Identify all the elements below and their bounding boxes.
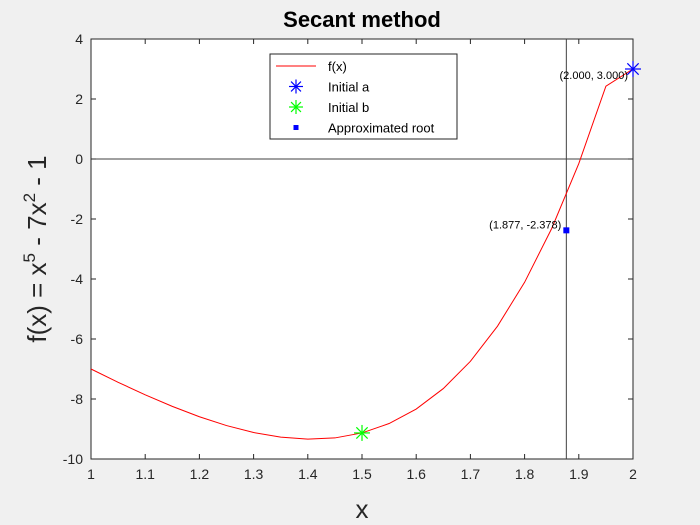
x-tick-label: 1.4 (298, 466, 318, 482)
marker-1 (625, 61, 641, 77)
y-tick-label: 2 (75, 91, 83, 107)
legend-swatch-asterisk (289, 100, 303, 114)
y-tick-label: -8 (71, 391, 84, 407)
x-tick-label: 1.6 (406, 466, 426, 482)
x-tick-label: 1.3 (244, 466, 264, 482)
y-label-prefix: f(x) = x (22, 262, 52, 342)
y-tick-label: 4 (75, 31, 83, 47)
asterisk-stroke (290, 101, 302, 113)
legend-label: f(x) (328, 59, 347, 74)
y-label-middle: - 7x (22, 202, 52, 253)
y-tick-label: -6 (71, 331, 84, 347)
y-tick-label: -10 (63, 451, 83, 467)
legend-swatch-square (293, 125, 299, 130)
marker-3 (563, 227, 570, 234)
series-markers (354, 61, 641, 441)
chart-title: Secant method (283, 7, 441, 32)
y-axis-label: f(x) = x5 - 7x2 - 1 (20, 155, 52, 342)
x-tick-label: 1.8 (515, 466, 535, 482)
y-axis: -10 -8 -6 -4 -2 0 2 4 (63, 31, 633, 467)
x-tick-label: 1.2 (190, 466, 210, 482)
y-tick-label: -2 (71, 211, 84, 227)
point-annotations: (2.000, 3.000) (1.877, -2.378) (489, 70, 628, 231)
x-tick-label: 1.9 (569, 466, 589, 482)
legend-label: Approximated root (328, 121, 435, 136)
x-tick-label: 1.5 (352, 466, 372, 482)
asterisk-stroke (355, 426, 369, 440)
legend-box (269, 53, 458, 140)
asterisk-stroke (626, 62, 640, 76)
point-label: (1.877, -2.378) (489, 219, 561, 231)
reference-lines (91, 39, 633, 459)
y-label-exp1: 5 (20, 253, 39, 262)
y-label-suffix: - 1 (22, 155, 52, 193)
x-tick-label: 1 (87, 466, 95, 482)
y-tick-label: 0 (75, 151, 83, 167)
asterisk-stroke (290, 81, 302, 92)
x-tick-label: 1.7 (461, 466, 481, 482)
legend-label: Initial b (328, 100, 369, 115)
legend-swatch-asterisk (289, 79, 303, 94)
y-label-exp2: 2 (20, 193, 39, 202)
x-tick-label: 2 (629, 466, 637, 482)
legend-label: Initial a (328, 80, 370, 95)
x-tick-label: 1.1 (135, 466, 155, 482)
point-label: (2.000, 3.000) (560, 70, 629, 82)
x-axis-label: x (356, 494, 369, 524)
x-axis: 1 1.1 1.2 1.3 1.4 1.5 1.6 1.7 1.8 1.9 2 (87, 39, 637, 482)
legend: f(x) Initial a Initial b Approximated root (269, 53, 458, 140)
marker-2 (354, 424, 370, 441)
y-tick-label: -4 (71, 271, 84, 287)
